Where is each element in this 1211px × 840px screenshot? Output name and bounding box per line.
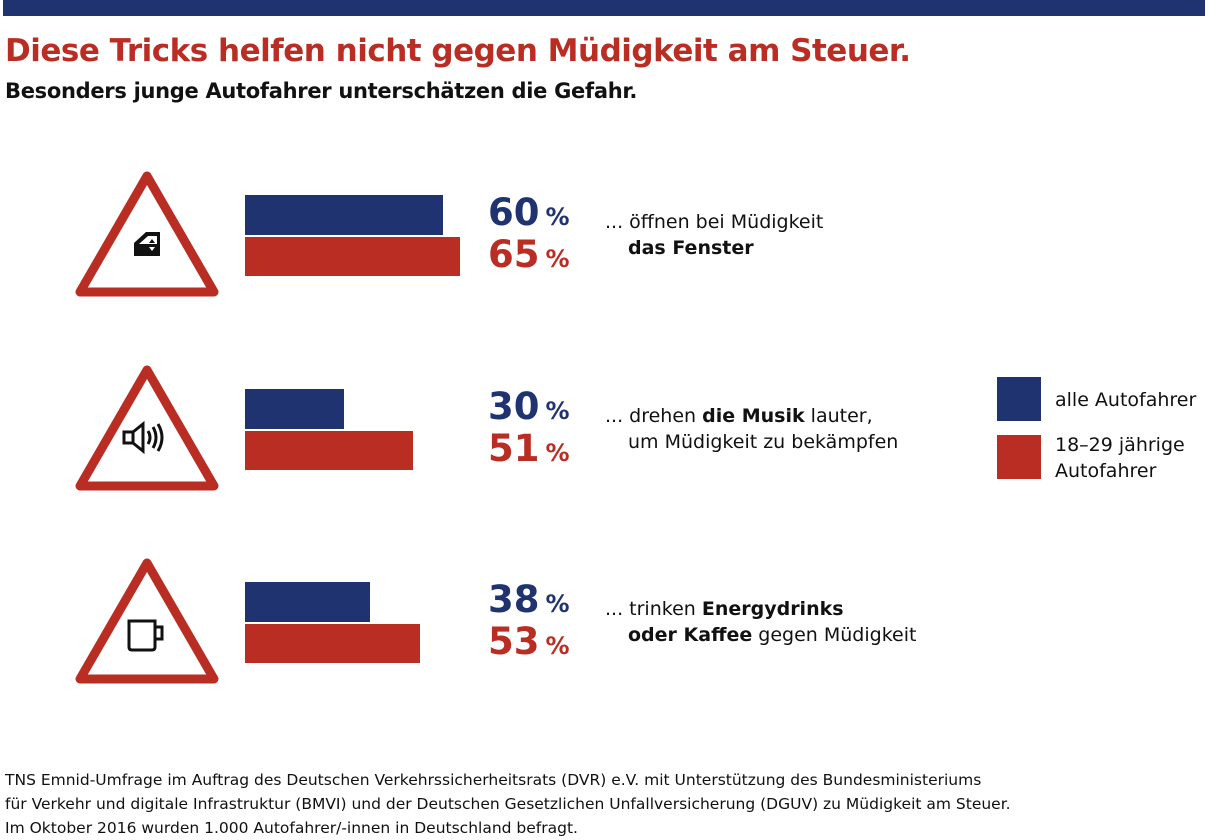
value-label-all-drivers: 38% (488, 578, 570, 621)
chart-subtitle: Besonders junge Autofahrer unterschätzen… (5, 79, 638, 103)
bar-all-drivers (245, 195, 443, 235)
text: um Müdigkeit zu bekämpfen (628, 431, 899, 453)
value-label-young-drivers: 65% (488, 233, 570, 276)
category-label: ... trinken Energydrinks oder Kaffee gege… (605, 596, 916, 648)
bar-all-drivers (245, 582, 371, 622)
top-banner (3, 0, 1205, 16)
emphasized-text: die Musik (702, 405, 805, 427)
warning-triangle-coffee-cup-icon (75, 558, 219, 684)
text: ... drehen (605, 405, 703, 427)
legend-swatch-all-drivers (997, 377, 1041, 421)
text: ... öffnen bei Müdigkeit (605, 211, 824, 233)
bar-young-drivers (245, 431, 414, 470)
emphasized-text: Energydrinks (701, 598, 844, 620)
emphasized-text: das Fenster (628, 237, 754, 259)
source-line: Im Oktober 2016 wurden 1.000 Autofahrer/… (5, 819, 578, 837)
legend-label-all-drivers: alle Autofahrer (1055, 389, 1197, 411)
value-label-young-drivers: 51% (488, 427, 570, 470)
category-label: ... öffnen bei Müdigkeit das Fenster (605, 209, 823, 261)
warning-triangle-car-window-icon (75, 171, 219, 297)
legend-swatch-young-drivers (997, 435, 1041, 479)
speaker-icon (122, 420, 164, 455)
category-label-line: ... drehen die Musik lauter, (605, 403, 898, 429)
legend-label-line: 18–29 jährige (1055, 434, 1185, 456)
bar-all-drivers (245, 389, 344, 429)
car-window-icon (134, 232, 160, 256)
text: gegen Müdigkeit (752, 624, 917, 646)
category-label-line: ... öffnen bei Müdigkeit (605, 209, 823, 235)
warning-triangle-speaker-icon (75, 365, 219, 491)
coffee-cup-icon (127, 619, 164, 652)
value-label-all-drivers: 60% (488, 191, 570, 234)
source-line: für Verkehr und digitale Infrastruktur (… (5, 795, 1011, 813)
category-label-line: das Fenster (605, 235, 823, 261)
legend-label-line: Autofahrer (1055, 460, 1157, 482)
bar-young-drivers (245, 237, 460, 276)
warning-triangle-icon (75, 365, 219, 491)
category-label-line: ... trinken Energydrinks (605, 596, 916, 622)
category-label-line: oder Kaffee gegen Müdigkeit (605, 622, 916, 648)
text: ... trinken (605, 598, 702, 620)
source-line: TNS Emnid-Umfrage im Auftrag des Deutsch… (5, 771, 982, 789)
category-label-line: um Müdigkeit zu bekämpfen (605, 429, 898, 455)
chart-title: Diese Tricks helfen nicht gegen Müdigkei… (5, 33, 911, 69)
category-label: ... drehen die Musik lauter, um Müdigkeit… (605, 403, 898, 455)
legend-label-young-drivers: 18–29 jährige Autofahrer (1055, 432, 1185, 484)
value-label-all-drivers: 30% (488, 385, 570, 428)
source-note: TNS Emnid-Umfrage im Auftrag des Deutsch… (5, 768, 1011, 840)
emphasized-text: oder Kaffee (628, 624, 753, 646)
bar-young-drivers (245, 624, 420, 663)
value-label-young-drivers: 53% (488, 620, 570, 663)
text: lauter, (804, 405, 873, 427)
